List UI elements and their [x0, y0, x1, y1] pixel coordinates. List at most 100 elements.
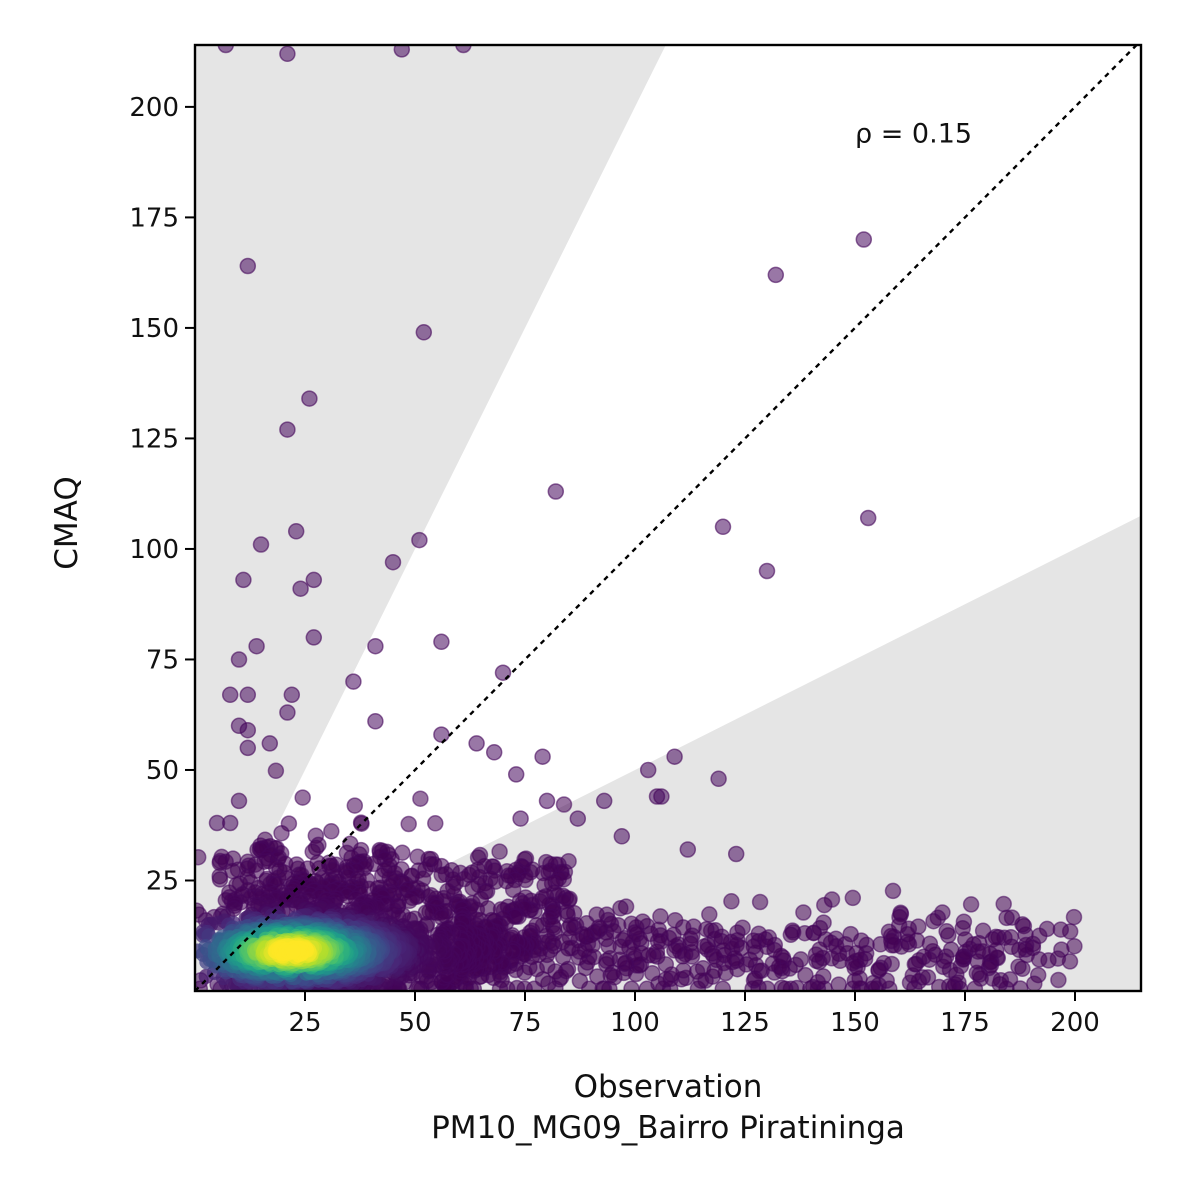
scatter-point [195, 848, 207, 866]
scatter-point [538, 792, 556, 810]
x-tick-label: 125 [720, 1008, 770, 1038]
scatter-point [345, 673, 362, 690]
scatter-point [679, 841, 697, 858]
scatter-point [782, 926, 800, 944]
scatter-point [507, 766, 525, 783]
scatter-point [534, 748, 551, 765]
scatter-point [925, 912, 942, 930]
scatter-point [589, 968, 606, 985]
scatter-point [555, 796, 573, 813]
scatter-point [323, 823, 340, 840]
scatter-point [400, 815, 417, 833]
scatter-point [261, 735, 279, 752]
scatter-point [639, 761, 657, 779]
y-tick-label: 50 [146, 756, 179, 786]
band-upper [195, 45, 666, 991]
scatter-point [767, 266, 785, 284]
scatter-point [653, 788, 670, 805]
scatter-point [301, 390, 318, 407]
scatter-point [797, 966, 814, 984]
scatter-point [666, 911, 684, 929]
scatter-point [816, 896, 833, 914]
y-tick-label: 125 [129, 424, 179, 454]
y-axis-label: CMAQ [49, 476, 85, 569]
y-tick-label: 100 [129, 535, 179, 565]
scatter-point [638, 980, 656, 991]
scatter-point [547, 483, 565, 500]
scatter-point [230, 651, 248, 668]
scatter-point [211, 871, 229, 888]
scatter-point [773, 979, 791, 991]
scatter-point [723, 893, 740, 910]
scatter-point [644, 964, 661, 982]
correlation-annotation: ρ = 0.15 [855, 118, 972, 149]
x-axis: 25 50 75 100 125 150 175 200 [288, 991, 1100, 1038]
scatter-point [235, 571, 252, 589]
x-tick-label: 200 [1050, 1008, 1100, 1038]
y-tick-label: 150 [129, 314, 179, 344]
scatter-point [569, 810, 587, 827]
scatter-point [427, 815, 444, 832]
scatter-point [1026, 975, 1043, 991]
scatter-point [758, 562, 776, 580]
scatter-point [294, 789, 311, 806]
scatter-point [930, 978, 948, 991]
scatter-point [208, 814, 226, 832]
scatter-point [962, 896, 980, 913]
y-tick-label: 175 [129, 203, 179, 233]
scatter-point [283, 686, 301, 704]
scatter-point [239, 739, 257, 757]
scatter-point [701, 906, 718, 923]
scatter-point [248, 637, 265, 655]
scatter-point [859, 509, 877, 527]
scatter-point [279, 45, 296, 63]
scatter-point [279, 704, 296, 721]
x-tick-label: 25 [288, 1008, 321, 1038]
scatter-point [612, 900, 629, 917]
scatter-point [1050, 971, 1067, 989]
scatter-point [727, 845, 745, 863]
scatter-point [305, 571, 323, 589]
scatter-point [485, 744, 503, 761]
scatter-point [455, 45, 472, 54]
x-tick-label: 150 [830, 1008, 880, 1038]
scatter-point [884, 882, 902, 900]
scatter-point [287, 523, 305, 540]
scatter-point [217, 45, 235, 54]
scatter-point [384, 553, 402, 571]
scatter-point [613, 828, 631, 845]
scatter-point [870, 961, 887, 978]
scatter-point [252, 536, 270, 553]
x-tick-label: 100 [610, 1008, 660, 1038]
scatter-point [292, 580, 309, 597]
x-axis-label: Observation [574, 1069, 763, 1105]
scatter-point [623, 980, 640, 991]
scatter-point [855, 231, 873, 248]
scatter-point [393, 45, 411, 58]
scatter-point [872, 936, 889, 953]
scatter-point [1065, 908, 1083, 926]
x-tick-label: 175 [940, 1008, 990, 1038]
scatter-point [906, 955, 924, 973]
scatter-point [751, 893, 769, 911]
scatter-point [239, 686, 257, 704]
x-tick-label: 75 [508, 1008, 541, 1038]
scatter-point [807, 946, 825, 963]
y-axis: 25 50 75 100 125 150 175 200 [129, 93, 195, 896]
scatter-point [367, 713, 384, 730]
y-tick-label: 75 [146, 645, 179, 675]
scatter-point [714, 980, 732, 991]
scatter-point [844, 889, 862, 907]
scatter-point [714, 518, 732, 536]
scatter-point [433, 726, 450, 743]
scatter-point [491, 843, 508, 860]
x-tick-label: 50 [398, 1008, 431, 1038]
scatter-point [239, 721, 257, 739]
scatter-point [239, 257, 257, 275]
scatter-point [221, 686, 239, 704]
scatter-point [412, 790, 429, 807]
scatter-point [554, 948, 572, 966]
scatter-point [230, 792, 248, 810]
x-axis-sublabel: PM10_MG09_Bairro Piratininga [431, 1110, 905, 1146]
scatter-point [415, 324, 433, 341]
